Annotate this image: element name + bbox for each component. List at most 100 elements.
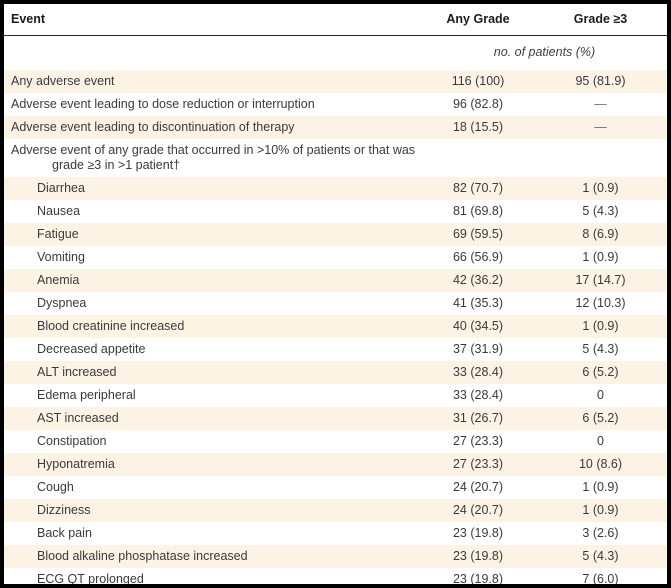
- event-cell: Fatigue: [4, 223, 422, 246]
- event-label: Hyponatremia: [37, 457, 115, 471]
- grade-ge3-value: 0: [597, 434, 604, 448]
- any-grade-value: 96 (82.8): [452, 97, 504, 111]
- event-label: Back pain: [37, 526, 92, 540]
- grade-ge3-value: 10 (8.6): [578, 457, 623, 471]
- event-cell: Constipation: [4, 430, 422, 453]
- event-cell: Vomiting: [4, 246, 422, 269]
- any-grade-value: 33 (28.4): [452, 365, 504, 379]
- any-grade-value: 24 (20.7): [452, 503, 504, 517]
- event-label: Adverse event leading to discontinuation…: [11, 120, 295, 134]
- event-cell: Decreased appetite: [4, 338, 422, 361]
- table-row: Fatigue 69 (59.5) 8 (6.9): [4, 223, 667, 246]
- event-label: ALT increased: [37, 365, 117, 379]
- grade-ge3-value: 5 (4.3): [582, 342, 619, 356]
- grade-ge3-value: 1 (0.9): [582, 250, 619, 264]
- event-label: Nausea: [37, 204, 81, 218]
- grade-ge3-value: 8 (6.9): [582, 227, 619, 241]
- table-row: Adverse event of any grade that occurred…: [4, 139, 667, 177]
- event-label: ECG QT prolonged: [37, 572, 144, 586]
- event-cell: Blood alkaline phosphatase increased: [4, 545, 422, 568]
- any-grade-value: 23 (19.8): [452, 572, 504, 586]
- table-row: Constipation 27 (23.3) 0: [4, 430, 667, 453]
- grade-ge3-value: 6 (5.2): [582, 411, 619, 425]
- table-row: Anemia 42 (36.2) 17 (14.7): [4, 269, 667, 292]
- event-label: Diarrhea: [37, 181, 85, 195]
- table-row: Decreased appetite 37 (31.9) 5 (4.3): [4, 338, 667, 361]
- event-label: AST increased: [37, 411, 119, 425]
- event-cell: Adverse event leading to discontinuation…: [4, 116, 422, 139]
- any-grade-value: 18 (15.5): [452, 120, 504, 134]
- event-label: Blood alkaline phosphatase increased: [37, 549, 248, 563]
- event-cell: Nausea: [4, 200, 422, 223]
- any-grade-value: 37 (31.9): [452, 342, 504, 356]
- any-grade-value: 23 (19.8): [452, 526, 504, 540]
- table-row: Adverse event leading to discontinuation…: [4, 116, 667, 139]
- event-cell: Adverse event leading to dose reduction …: [4, 93, 422, 116]
- table-body: no. of patients (%) Any adverse event 116…: [4, 35, 667, 586]
- event-label: Fatigue: [37, 227, 79, 241]
- event-cell: Adverse event of any grade that occurred…: [4, 139, 422, 177]
- any-grade-value: 31 (26.7): [452, 411, 504, 425]
- column-header-event: Event: [4, 4, 422, 36]
- event-label: Dizziness: [37, 503, 91, 517]
- column-header-grade-ge3: Grade ≥3: [534, 4, 667, 36]
- event-cell: ECG QT prolonged: [4, 568, 422, 586]
- table-row: Nausea 81 (69.8) 5 (4.3): [4, 200, 667, 223]
- grade-ge3-value: 12 (10.3): [575, 296, 626, 310]
- event-cell: Cough: [4, 476, 422, 499]
- no-data-dash: —: [594, 97, 607, 111]
- grade-ge3-value: 1 (0.9): [582, 319, 619, 333]
- event-label: Edema peripheral: [37, 388, 136, 402]
- event-cell: Dizziness: [4, 499, 422, 522]
- event-cell: ALT increased: [4, 361, 422, 384]
- any-grade-value: 116 (100): [451, 74, 505, 88]
- any-grade-value: 27 (23.3): [452, 434, 504, 448]
- grade-ge3-value: 95 (81.9): [575, 74, 626, 88]
- event-cell: Dyspnea: [4, 292, 422, 315]
- event-label: Adverse event of any grade that occurred…: [11, 143, 416, 172]
- table-header: Event Any Grade Grade ≥3: [4, 4, 667, 36]
- event-label: Dyspnea: [37, 296, 87, 310]
- event-cell: Back pain: [4, 522, 422, 545]
- any-grade-value: 66 (56.9): [452, 250, 504, 264]
- no-data-dash: —: [594, 120, 607, 134]
- event-label: Decreased appetite: [37, 342, 146, 356]
- any-grade-value: 82 (70.7): [452, 181, 504, 195]
- event-label: Blood creatinine increased: [37, 319, 185, 333]
- table-row: Dyspnea 41 (35.3) 12 (10.3): [4, 292, 667, 315]
- table-row: Blood creatinine increased 40 (34.5) 1 (0.…: [4, 315, 667, 338]
- any-grade-value: 40 (34.5): [452, 319, 504, 333]
- table-row: Dizziness 24 (20.7) 1 (0.9): [4, 499, 667, 522]
- grade-ge3-value: 7 (6.0): [582, 572, 619, 586]
- event-cell: Blood creatinine increased: [4, 315, 422, 338]
- table-row: Edema peripheral 33 (28.4) 0: [4, 384, 667, 407]
- event-label: Any adverse event: [11, 74, 115, 88]
- event-cell: Any adverse event: [4, 70, 422, 93]
- any-grade-value: 81 (69.8): [452, 204, 504, 218]
- units-note-row: no. of patients (%): [4, 35, 667, 70]
- any-grade-value: 69 (59.5): [452, 227, 504, 241]
- event-cell: Hyponatremia: [4, 453, 422, 476]
- grade-ge3-value: 5 (4.3): [582, 204, 619, 218]
- event-cell: Diarrhea: [4, 177, 422, 200]
- table-row: Blood alkaline phosphatase increased 23 (…: [4, 545, 667, 568]
- grade-ge3-value: —: [534, 93, 667, 116]
- table-row: Vomiting 66 (56.9) 1 (0.9): [4, 246, 667, 269]
- any-grade-value: 41 (35.3): [452, 296, 504, 310]
- any-grade-value: 24 (20.7): [452, 480, 504, 494]
- any-grade-value: 27 (23.3): [452, 457, 504, 471]
- grade-ge3-value: 1 (0.9): [582, 181, 619, 195]
- event-label: Vomiting: [37, 250, 85, 264]
- event-label: Constipation: [37, 434, 107, 448]
- grade-ge3-value: 3 (2.6): [582, 526, 619, 540]
- event-cell: Edema peripheral: [4, 384, 422, 407]
- header-row: Event Any Grade Grade ≥3: [4, 4, 667, 36]
- grade-ge3-value: 6 (5.2): [582, 365, 619, 379]
- table-row: ECG QT prolonged 23 (19.8) 7 (6.0): [4, 568, 667, 586]
- table-row: AST increased 31 (26.7) 6 (5.2): [4, 407, 667, 430]
- any-grade-value: 42 (36.2): [452, 273, 504, 287]
- table-row: Adverse event leading to dose reduction …: [4, 93, 667, 116]
- table-row: Any adverse event 116 (100) 95 (81.9): [4, 70, 667, 93]
- event-cell: Anemia: [4, 269, 422, 292]
